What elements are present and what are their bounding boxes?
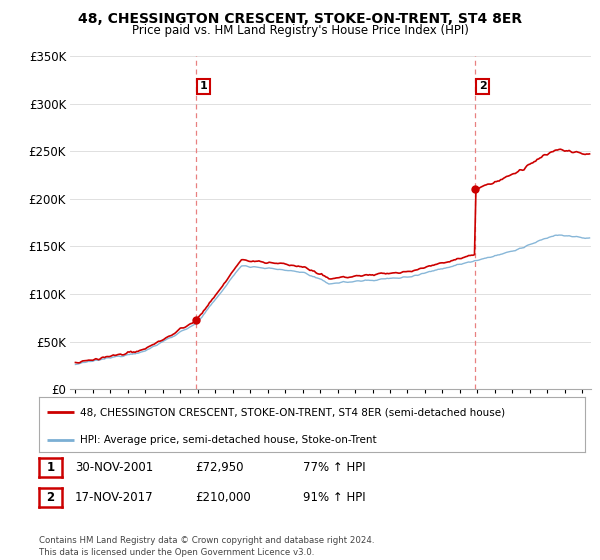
Text: 30-NOV-2001: 30-NOV-2001 [75, 461, 153, 474]
Text: 48, CHESSINGTON CRESCENT, STOKE-ON-TRENT, ST4 8ER (semi-detached house): 48, CHESSINGTON CRESCENT, STOKE-ON-TRENT… [80, 408, 505, 417]
Text: 48, CHESSINGTON CRESCENT, STOKE-ON-TRENT, ST4 8ER: 48, CHESSINGTON CRESCENT, STOKE-ON-TRENT… [78, 12, 522, 26]
Text: 1: 1 [46, 461, 55, 474]
Text: 2: 2 [46, 491, 55, 504]
Text: HPI: Average price, semi-detached house, Stoke-on-Trent: HPI: Average price, semi-detached house,… [80, 435, 377, 445]
Text: £72,950: £72,950 [195, 461, 244, 474]
Text: Price paid vs. HM Land Registry's House Price Index (HPI): Price paid vs. HM Land Registry's House … [131, 24, 469, 36]
Text: 1: 1 [200, 81, 208, 91]
Text: 77% ↑ HPI: 77% ↑ HPI [303, 461, 365, 474]
Text: Contains HM Land Registry data © Crown copyright and database right 2024.
This d: Contains HM Land Registry data © Crown c… [39, 536, 374, 557]
Text: 17-NOV-2017: 17-NOV-2017 [75, 491, 154, 504]
Text: £210,000: £210,000 [195, 491, 251, 504]
Text: 2: 2 [479, 81, 487, 91]
Text: 91% ↑ HPI: 91% ↑ HPI [303, 491, 365, 504]
